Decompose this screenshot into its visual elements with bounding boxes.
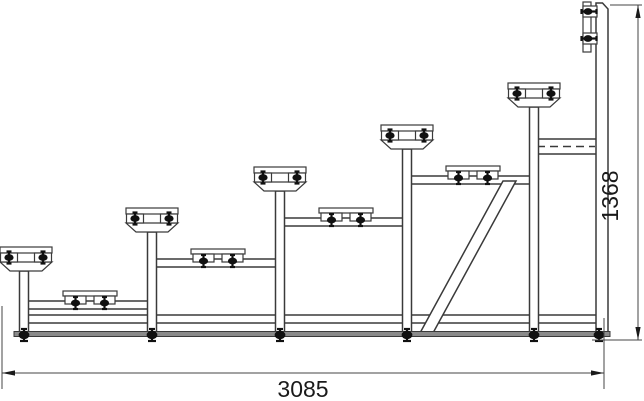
width-dimension: 3085 bbox=[1, 306, 605, 401]
ground-bar bbox=[13, 331, 611, 337]
height-dimension: 1368 bbox=[592, 4, 642, 341]
height-dimension-value: 1368 bbox=[597, 170, 623, 221]
arrow-right-icon bbox=[591, 370, 604, 376]
seat-bracket-4 bbox=[381, 125, 433, 149]
step-rail-1 bbox=[23, 300, 153, 310]
seat-bracket-1 bbox=[0, 247, 52, 271]
seat-bracket-3 bbox=[254, 167, 306, 191]
post-5 bbox=[528, 106, 540, 334]
arrow-up-icon bbox=[635, 5, 641, 18]
bottom-tie-rail bbox=[23, 314, 603, 324]
step-rails bbox=[23, 138, 599, 310]
step-rail-2 bbox=[151, 258, 282, 268]
seat-bracket-2 bbox=[126, 208, 178, 232]
posts bbox=[18, 2, 609, 334]
diagonal-brace bbox=[418, 180, 518, 334]
post-1 bbox=[18, 270, 30, 334]
post-4 bbox=[401, 148, 413, 334]
seat-bracket-5 bbox=[508, 83, 560, 107]
post-2 bbox=[146, 231, 158, 334]
step-rail-3 bbox=[279, 217, 409, 227]
arrow-down-icon bbox=[635, 327, 641, 340]
arrow-left-icon bbox=[2, 370, 15, 376]
backrest-board bbox=[582, 1, 592, 53]
width-dimension-value: 3085 bbox=[277, 376, 328, 401]
backrest-board-assembly bbox=[579, 1, 599, 53]
post-6-rear-upright bbox=[595, 2, 609, 334]
post-3 bbox=[274, 190, 286, 334]
